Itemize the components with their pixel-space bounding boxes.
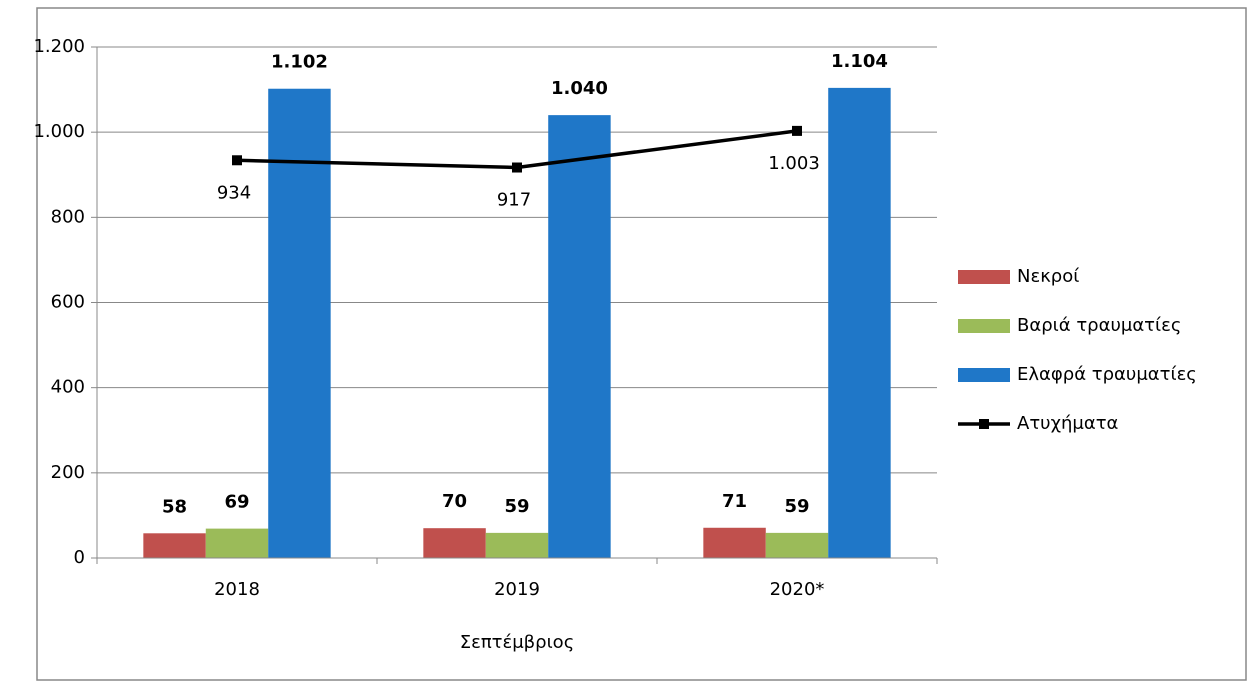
x-tick-label: 2018 — [214, 579, 260, 600]
bar — [268, 88, 331, 559]
y-tick-label: 1.000 — [33, 121, 85, 142]
x-tick-label: 2020* — [770, 579, 825, 600]
bar — [548, 115, 611, 558]
legend-swatch — [958, 319, 1010, 333]
y-tick-label: 200 — [51, 462, 85, 483]
bar — [205, 528, 269, 558]
legend-marker — [979, 419, 989, 429]
bar — [828, 87, 891, 558]
line-marker — [232, 155, 242, 166]
bar — [423, 528, 486, 558]
y-tick-label: 0 — [74, 547, 85, 568]
y-tick-label: 400 — [51, 377, 85, 398]
bar-value-label: 70 — [442, 491, 467, 512]
line-marker — [792, 125, 802, 136]
bar — [703, 527, 766, 558]
legend-swatch — [958, 270, 1010, 284]
bar-value-label: 1.104 — [831, 51, 888, 72]
legend-label: Ατυχήματα — [1017, 413, 1118, 434]
line-value-label: 1.003 — [768, 153, 820, 174]
bar — [143, 533, 206, 558]
y-tick-label: 800 — [51, 206, 85, 227]
y-tick-label: 600 — [51, 292, 85, 313]
line-marker — [512, 162, 522, 173]
legend-label: Νεκροί — [1017, 266, 1079, 287]
chart-border — [36, 7, 1247, 681]
bar-value-label: 71 — [722, 491, 747, 512]
bar-value-label: 69 — [224, 492, 249, 513]
bar-value-label: 59 — [784, 496, 809, 517]
legend-label: Ελαφρά τραυματίες — [1017, 364, 1197, 385]
legend-swatch — [958, 368, 1010, 382]
x-axis-title: Σεπτέμβριος — [460, 632, 575, 653]
bar — [765, 532, 829, 558]
line-value-label: 917 — [497, 190, 531, 211]
x-tick-label: 2019 — [494, 579, 540, 600]
legend-label: Βαριά τραυματίες — [1017, 315, 1181, 336]
bar-value-label: 59 — [504, 496, 529, 517]
y-tick-label: 1.200 — [33, 36, 85, 57]
bar-value-label: 1.040 — [551, 78, 608, 99]
bar-value-label: 1.102 — [271, 52, 328, 73]
line-value-label: 934 — [217, 182, 251, 203]
bar-value-label: 58 — [162, 496, 187, 517]
bar — [485, 532, 549, 558]
